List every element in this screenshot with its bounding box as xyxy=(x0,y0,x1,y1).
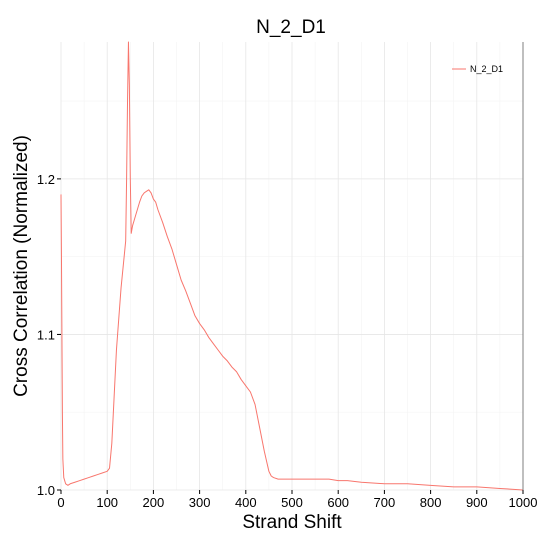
x-tick-label: 0 xyxy=(57,495,64,510)
x-tick-label: 600 xyxy=(327,495,349,510)
y-tick-label: 1.1 xyxy=(37,327,55,342)
x-tick-label: 500 xyxy=(281,495,303,510)
y-tick-label: 1.2 xyxy=(37,172,55,187)
y-axis-label: Cross Correlation (Normalized) xyxy=(11,135,32,397)
x-axis: 0 100 200 300 400 500 600 700 800 900 1000 xyxy=(57,490,537,510)
plot-area xyxy=(60,41,524,491)
x-tick-label: 200 xyxy=(143,495,165,510)
series-layer xyxy=(60,41,524,491)
x-tick-label: 900 xyxy=(466,495,488,510)
x-tick-label: 1000 xyxy=(509,495,538,510)
x-tick-label: 800 xyxy=(420,495,442,510)
legend-label-n-2-d1: N_2_D1 xyxy=(470,64,503,74)
chart-title: N_2_D1 xyxy=(256,17,326,38)
x-tick-label: 100 xyxy=(96,495,118,510)
x-axis-label: Strand Shift xyxy=(242,512,342,533)
y-tick-label: 1.0 xyxy=(37,483,55,498)
grid-lines xyxy=(60,42,524,491)
series-line-n-2-d1 xyxy=(60,41,524,491)
y-axis: 1.0 1.1 1.2 xyxy=(37,172,61,498)
x-tick-label: 400 xyxy=(235,495,257,510)
x-tick-label: 700 xyxy=(374,495,396,510)
x-tick-label: 300 xyxy=(189,495,211,510)
legend: N_2_D1 xyxy=(452,64,503,74)
